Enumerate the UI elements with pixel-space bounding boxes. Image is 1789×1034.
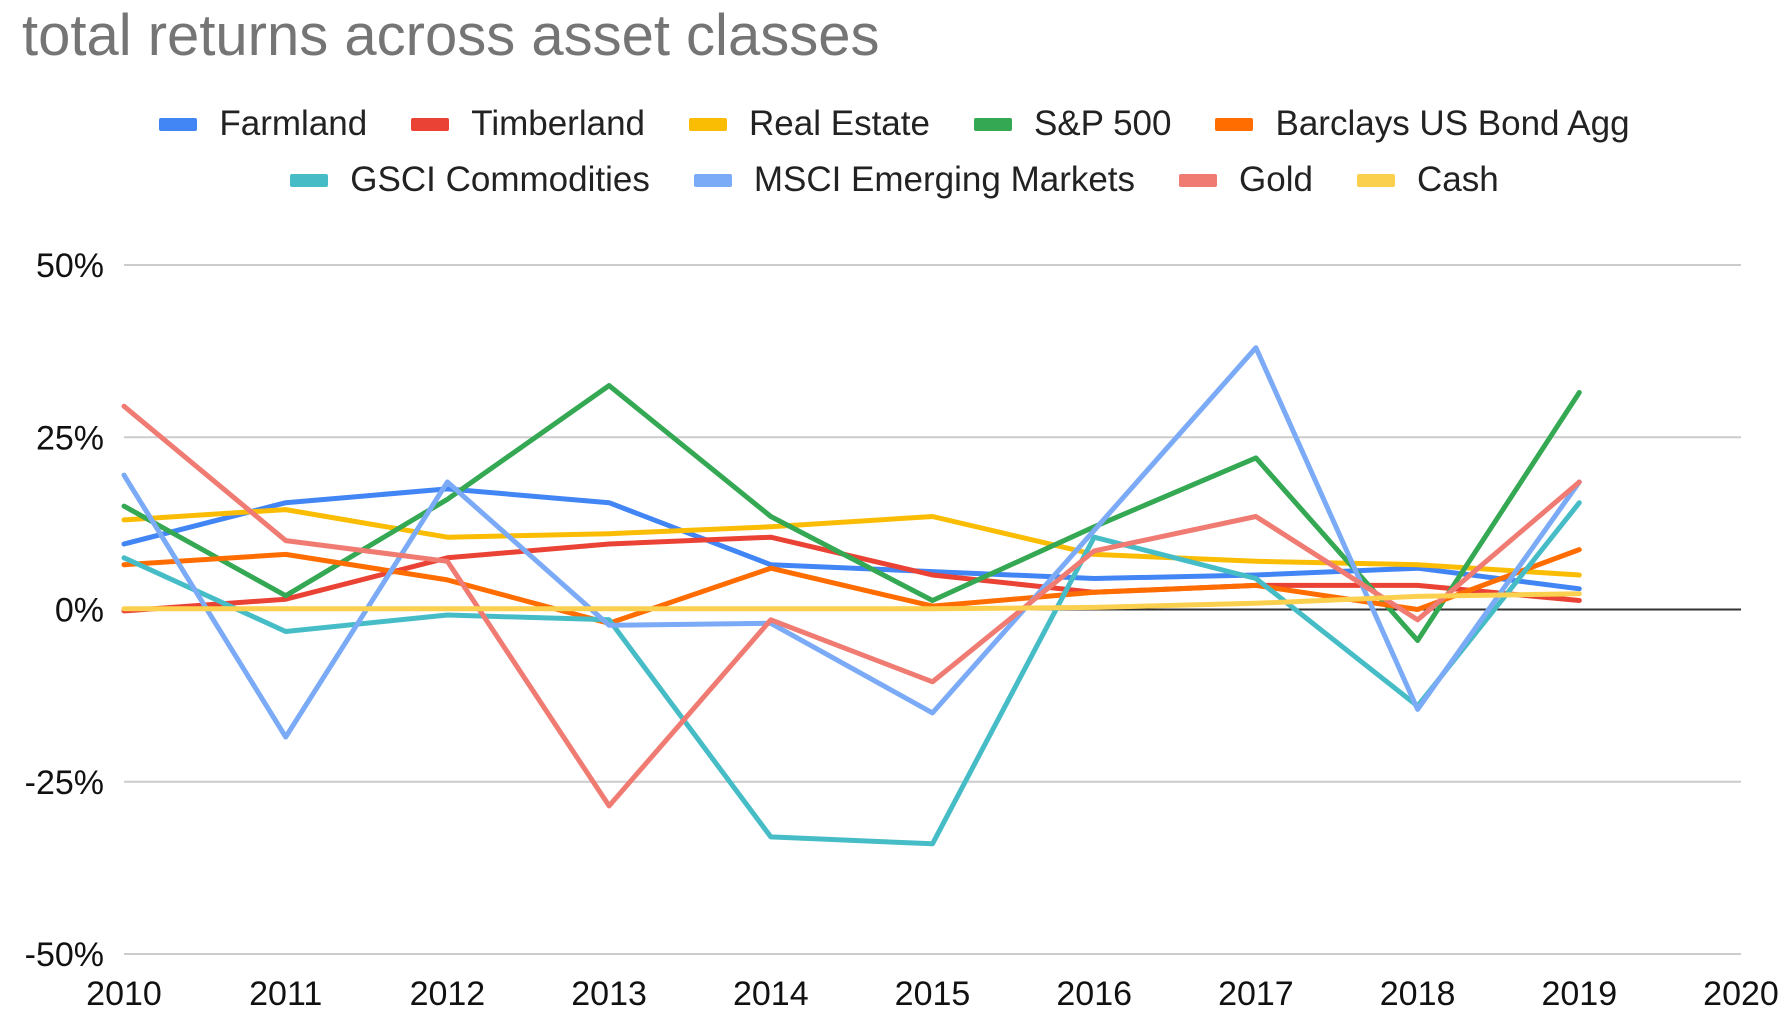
series-line-real-estate	[121, 507, 1582, 578]
x-tick-label: 2020	[1703, 975, 1779, 1013]
series-line-cash	[121, 591, 1582, 612]
legend-swatch	[689, 117, 728, 131]
legend-label: MSCI Emerging Markets	[753, 160, 1136, 199]
series-line-s-p-500	[121, 383, 1582, 643]
y-tick-label: 50%	[36, 247, 104, 285]
x-tick-label: 2011	[249, 975, 322, 1013]
legend-label: GSCI Commodities	[350, 160, 650, 199]
legend-label: Barclays US Bond Agg	[1275, 104, 1630, 143]
legend-item[interactable]: Cash	[1356, 160, 1499, 200]
legend-item[interactable]: Timberland	[411, 104, 645, 144]
x-tick-label: 2017	[1218, 975, 1294, 1013]
legend-swatch	[693, 173, 732, 187]
x-tick-label: 2018	[1380, 975, 1456, 1013]
legend-item[interactable]: S&P 500	[973, 104, 1172, 144]
legend-label: Farmland	[219, 104, 368, 143]
legend-item[interactable]: Gold	[1179, 160, 1313, 200]
series-line-farmland	[121, 486, 1582, 592]
legend-swatch	[290, 173, 329, 187]
legend-label: Gold	[1239, 160, 1313, 199]
legend-label: Timberland	[471, 104, 646, 143]
legend-item[interactable]: GSCI Commodities	[290, 160, 650, 200]
chart-title: total returns across asset classes	[22, 3, 880, 68]
legend-item[interactable]: Real Estate	[689, 104, 930, 144]
legend-row-2: GSCI Commodities MSCI Emerging Markets Gol…	[0, 160, 1789, 200]
x-tick-label: 2013	[571, 975, 647, 1013]
legend-row-1: Farmland Timberland Real Estate S&P 500 Barc…	[0, 104, 1789, 144]
legend-swatch	[159, 117, 198, 131]
legend-swatch	[1356, 173, 1395, 187]
legend-label: S&P 500	[1033, 104, 1172, 143]
x-tick-label: 2012	[410, 975, 486, 1013]
x-tick-label: 2014	[733, 975, 809, 1013]
legend-swatch	[1215, 117, 1254, 131]
legend-label: Real Estate	[749, 104, 930, 143]
legend-label: Cash	[1416, 160, 1499, 199]
x-tick-label: 2015	[895, 975, 971, 1013]
legend-swatch	[973, 117, 1012, 131]
y-tick-label: -25%	[25, 764, 104, 802]
y-tick-label: 0%	[55, 592, 104, 630]
y-tick-label: 25%	[36, 419, 104, 457]
x-tick-label: 2016	[1056, 975, 1132, 1013]
y-tick-label: -50%	[25, 936, 104, 974]
series-line-msci-emerging-markets	[121, 345, 1582, 740]
x-tick-label: 2010	[86, 975, 162, 1013]
legend-item[interactable]: Farmland	[159, 104, 367, 144]
legend-swatch	[411, 117, 450, 131]
legend-item[interactable]: MSCI Emerging Markets	[693, 160, 1136, 200]
legend-item[interactable]: Barclays US Bond Agg	[1215, 104, 1630, 144]
legend-swatch	[1179, 173, 1218, 187]
x-tick-label: 2019	[1541, 975, 1617, 1013]
series-line-gold	[121, 403, 1582, 809]
series-line-gsci-commodities	[121, 500, 1582, 847]
